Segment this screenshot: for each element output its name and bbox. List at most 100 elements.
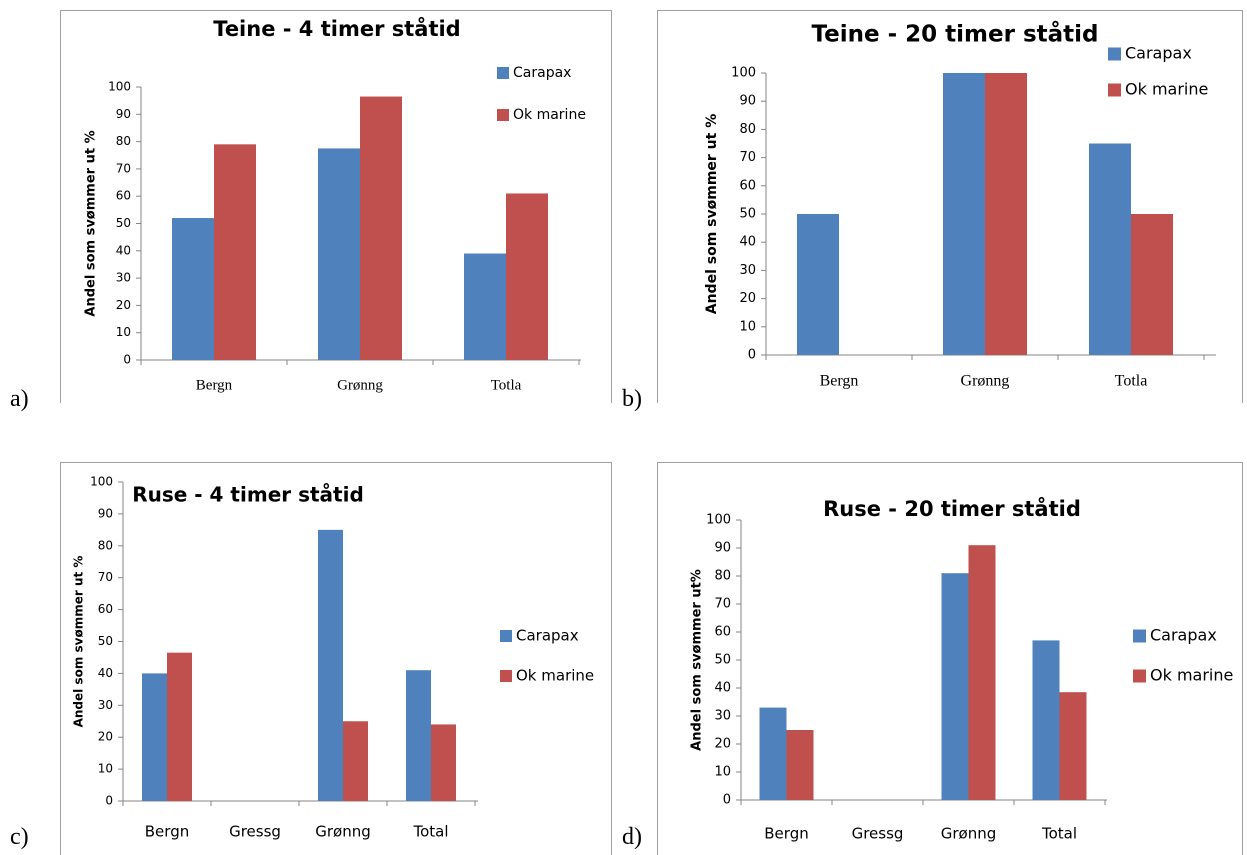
x-tick-label: Total: [412, 823, 448, 841]
legend-label: Carapax: [516, 627, 579, 645]
y-tick-label: 10: [116, 325, 131, 339]
legend-swatch: [497, 109, 509, 121]
y-tick-label: 20: [98, 730, 113, 744]
bar-grønng-ok-marine: [968, 545, 996, 800]
x-tick-label: Total: [1041, 825, 1077, 843]
chart-title: Ruse - 4 timer ståtid: [132, 483, 364, 507]
x-tick-label: Gressg: [852, 825, 904, 843]
panel-label-c: c): [10, 824, 29, 850]
y-tick-label: 0: [105, 794, 113, 808]
x-tick-label: Grønng: [961, 373, 1010, 390]
y-tick-label: 70: [714, 597, 731, 612]
y-tick-label: 70: [739, 150, 756, 165]
y-tick-label: 80: [116, 134, 131, 148]
y-tick-label: 80: [739, 122, 756, 137]
bar-grønng-carapax: [318, 529, 343, 801]
y-tick-label: 90: [739, 94, 756, 109]
y-tick-label: 0: [723, 793, 731, 808]
legend-swatch: [497, 67, 509, 79]
x-tick-label: Bergn: [145, 823, 189, 841]
y-tick-label: 40: [714, 681, 731, 696]
legend-swatch: [500, 670, 512, 682]
bar-total-ok-marine: [431, 724, 456, 801]
x-tick-label: Totla: [1115, 373, 1148, 390]
bar-bergn-carapax: [759, 707, 787, 800]
y-tick-label: 50: [739, 207, 756, 222]
y-tick-label: 70: [98, 570, 113, 584]
y-tick-label: 20: [714, 737, 731, 752]
bar-bergn-carapax: [797, 214, 839, 355]
y-axis-label: Andel som svømmer ut %: [72, 556, 86, 728]
legend-label: Carapax: [513, 65, 571, 81]
bar-grønng-carapax: [943, 73, 985, 355]
y-axis-label: Andel som svømmer ut%: [690, 569, 705, 751]
x-tick-label: Grønng: [941, 825, 997, 843]
bar-totla-carapax: [1089, 143, 1131, 355]
chart-frame-a: [60, 10, 612, 403]
y-tick-label: 80: [98, 538, 113, 552]
y-tick-label: 30: [116, 271, 131, 285]
chart-frame-b: [657, 10, 1243, 403]
panel-label-a: a): [10, 386, 29, 412]
y-tick-label: 60: [98, 602, 113, 616]
y-tick-label: 100: [706, 513, 731, 528]
y-tick-label: 60: [116, 189, 131, 203]
y-tick-label: 30: [739, 263, 756, 278]
y-tick-label: 0: [748, 348, 756, 363]
y-tick-label: 50: [714, 653, 731, 668]
x-tick-label: Gressg: [229, 823, 281, 841]
y-tick-label: 40: [739, 235, 756, 250]
chart-title: Teine - 4 timer ståtid: [213, 16, 460, 41]
bar-totla-carapax: [464, 253, 506, 360]
x-tick-label: Bergn: [820, 373, 859, 390]
y-tick-label: 80: [714, 569, 731, 584]
y-tick-label: 90: [116, 107, 131, 121]
bar-grønng-carapax: [318, 148, 360, 360]
legend-swatch: [1133, 629, 1146, 643]
legend-label: Carapax: [1150, 626, 1217, 645]
y-tick-label: 90: [98, 506, 113, 520]
y-tick-label: 50: [98, 634, 113, 648]
y-tick-label: 100: [90, 475, 113, 489]
y-tick-label: 40: [98, 666, 113, 680]
chart-frame-d: [657, 462, 1243, 855]
bar-grønng-ok-marine: [360, 96, 402, 361]
y-axis-label: Andel som svømmer ut %: [84, 130, 99, 316]
y-tick-label: 100: [731, 66, 756, 81]
bar-total-carapax: [406, 670, 431, 801]
y-tick-label: 20: [739, 291, 756, 306]
legend-swatch: [500, 630, 512, 642]
bar-grønng-ok-marine: [985, 73, 1027, 355]
bar-total-carapax: [1032, 640, 1060, 800]
legend-swatch: [1108, 83, 1121, 97]
y-tick-label: 30: [98, 698, 113, 712]
y-tick-label: 30: [714, 709, 731, 724]
x-tick-label: Bergn: [196, 377, 233, 393]
y-tick-label: 50: [116, 216, 131, 230]
legend-label: Carapax: [1125, 44, 1192, 63]
y-tick-label: 40: [116, 243, 131, 257]
legend-label: Ok marine: [1150, 666, 1233, 685]
y-axis-label: Andel som svømmer ut %: [704, 114, 720, 315]
y-tick-label: 70: [116, 161, 131, 175]
chart-title: Ruse - 20 timer ståtid: [823, 496, 1081, 521]
y-tick-label: 60: [739, 178, 756, 193]
bar-grønng-carapax: [941, 573, 969, 800]
x-tick-label: Totla: [491, 377, 522, 393]
bar-bergn-ok-marine: [167, 652, 192, 801]
legend-swatch: [1108, 47, 1121, 61]
chart-title: Teine - 20 timer ståtid: [811, 21, 1098, 48]
bar-total-ok-marine: [1059, 692, 1087, 800]
x-tick-label: Bergn: [764, 825, 808, 843]
y-tick-label: 100: [108, 80, 131, 94]
bar-bergn-ok-marine: [214, 144, 256, 360]
bar-totla-ok-marine: [506, 193, 548, 360]
x-tick-label: Grønng: [337, 377, 383, 393]
bar-totla-ok-marine: [1131, 214, 1173, 355]
panel-label-d: d): [622, 824, 642, 850]
y-tick-label: 10: [98, 762, 113, 776]
